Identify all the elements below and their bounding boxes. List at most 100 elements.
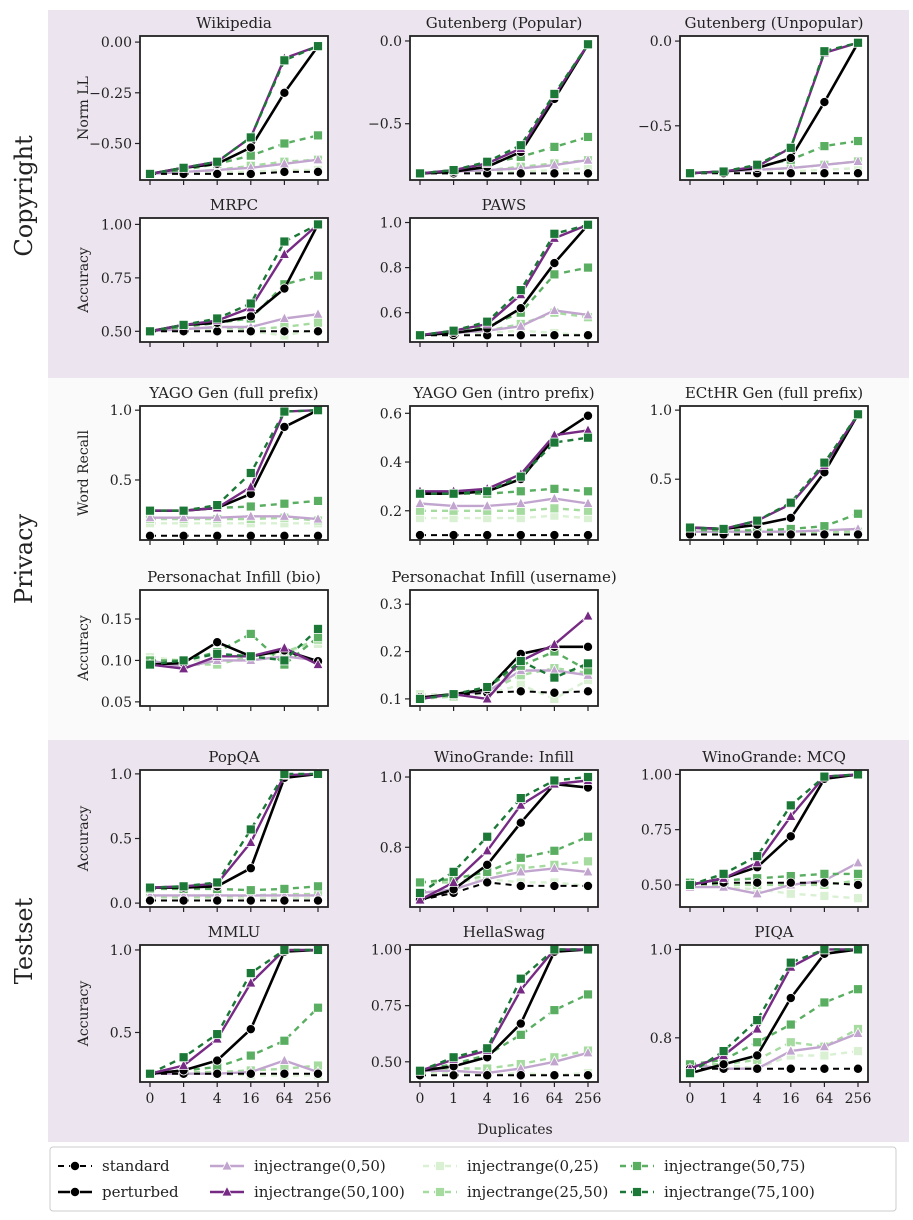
data-point [583,944,593,955]
data-point [549,483,560,494]
y-tick-label: 0.15 [101,612,132,628]
panel-frame [409,217,599,343]
panel-6: YAGO Gen (intro prefix) 0.2 0.4 0.6 [380,384,599,545]
data-point [212,313,223,324]
data-point [785,497,796,508]
legend-item-r25_50: injectrange(25,50) [423,1183,608,1201]
data-point [751,1022,763,1034]
data-point [718,166,729,177]
data-point [752,1015,763,1026]
legend-label: injectrange(25,50) [467,1183,608,1201]
data-point [448,866,459,877]
data-point [415,877,425,888]
data-point [582,308,594,320]
data-point [415,168,425,179]
data-point [819,457,830,468]
legend-label: injectrange(0,25) [467,1157,599,1175]
series-r75_100 [145,219,323,337]
data-point [785,800,796,811]
x-tick-label: 256 [845,1091,872,1107]
data-point [751,887,763,899]
group-label-testset: Testset [10,897,38,984]
panel-15: PIQA 0.8 1.0 0 1 4 16 64 256 [650,923,872,1107]
data-point [819,529,830,540]
data-point [178,895,189,906]
data-point [549,1005,560,1016]
panel-frame [409,944,599,1083]
data-point [685,168,695,179]
x-tick-label: 64 [545,1091,563,1107]
data-point [819,771,830,782]
panel-4: PAWS 0.6 0.8 1.0 [380,196,599,347]
data-point [278,641,291,653]
data-point [415,488,425,499]
data-point [819,944,830,955]
series-line [150,885,319,892]
panel-title: MMLU [208,923,261,941]
y-tick-label: 0.2 [380,504,402,520]
data-point [481,844,493,856]
panel-14: HellaSwag 0.50 0.75 1.00 0 1 4 16 64 256 [371,923,602,1107]
series-r75_100 [145,624,323,670]
data-point [515,1018,526,1029]
series-line [690,879,859,887]
data-point [583,132,593,142]
x-tick-label: 1 [449,1091,458,1107]
data-point [279,1068,290,1079]
y-axis-label: Accuracy [76,981,92,1048]
data-point [313,945,323,955]
data-point [548,1055,561,1067]
data-point [211,511,223,523]
data-point [144,530,155,541]
series-line [419,659,589,701]
y-tick-label: 1.0 [110,943,132,959]
legend-label: standard [102,1157,170,1175]
data-point [515,319,527,331]
data-point [212,648,223,659]
x-tick-label: 0 [416,1091,425,1107]
data-point [279,655,290,666]
data-point [177,662,190,674]
data-point [482,316,493,327]
data-point [279,1035,290,1046]
series-line [420,429,589,493]
data-point [583,330,594,341]
series-line [420,1071,589,1077]
plot-area [410,945,598,1082]
data-point [312,895,323,906]
series-line [149,646,319,670]
y-tick-label: 1.00 [371,942,402,958]
data-point [549,672,560,683]
data-point [312,1068,323,1079]
data-point [853,37,863,48]
data-point [549,258,560,269]
series-line [149,223,319,333]
series-line [689,948,859,1075]
y-tick-label: 1.0 [650,942,672,958]
data-point [785,993,796,1004]
legend: standard perturbed injectrange(0,50) inject… [58,1157,815,1201]
data-point [245,501,256,512]
series-r75_100 [685,37,863,179]
series-line [419,993,589,1072]
y-tick-label: 0.5 [110,1025,132,1041]
data-point [785,168,796,179]
data-point [245,132,256,143]
y-tick-label: 0.6 [380,406,402,422]
data-point [819,1050,830,1061]
data-point [278,312,291,323]
data-point [752,851,763,862]
data-point [312,530,323,541]
data-point [853,984,863,995]
data-point [583,831,593,842]
data-point [415,1065,425,1076]
data-point [482,1043,493,1054]
data-point [245,968,256,978]
data-point [751,856,763,868]
data-point [785,529,796,540]
data-point [482,877,493,888]
data-point [549,503,560,514]
y-tick-label: 0.10 [101,653,132,669]
data-point [212,500,223,511]
